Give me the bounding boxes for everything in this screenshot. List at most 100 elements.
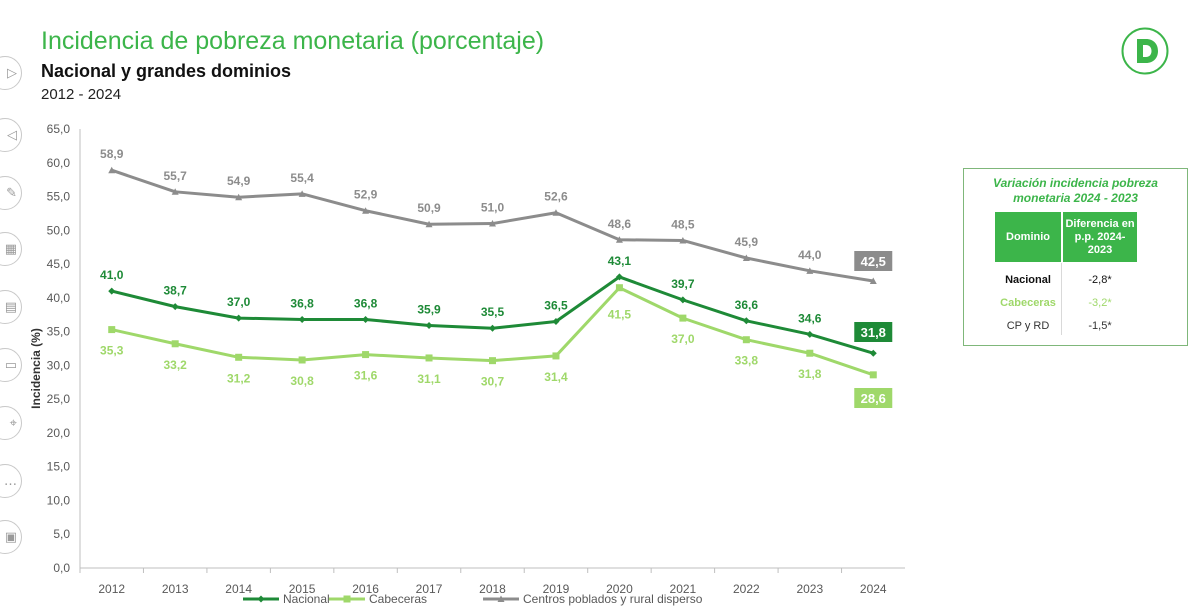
point-nacional (742, 317, 750, 325)
table-divider (1061, 263, 1062, 335)
data-label: 51,0 (481, 201, 505, 215)
data-label: 30,8 (290, 374, 314, 388)
data-label: 31,8 (798, 367, 822, 381)
data-label: 35,9 (417, 303, 441, 317)
legend-marker-centros (497, 595, 505, 602)
data-label: 38,7 (164, 284, 188, 298)
point-cabeceras (489, 357, 496, 365)
data-label: 34,6 (798, 311, 822, 325)
data-label: 42,5 (861, 254, 886, 269)
data-label: 45,9 (735, 235, 759, 249)
data-label: 31,4 (544, 370, 568, 384)
x-tick-label: 2014 (225, 582, 252, 596)
point-centros (425, 220, 433, 228)
y-tick-label: 15,0 (47, 460, 71, 474)
slides-grid-button[interactable]: ▦ (0, 232, 22, 266)
y-tick-label: 65,0 (47, 122, 71, 136)
point-nacional (108, 287, 116, 295)
point-cabeceras (806, 349, 814, 357)
point-nacional (298, 315, 306, 323)
row-nacional-diferencia: -2,8* (1088, 274, 1112, 286)
monitor-icon: ▣ (4, 529, 17, 545)
point-centros (489, 220, 496, 227)
header-dominio: Dominio (995, 212, 1061, 262)
last-value-box-cabeceras (854, 388, 893, 408)
presentation-toolbar: ▷ ◁ ✎ ▦ ▤ ▭ ⌖ … ▣ (0, 40, 26, 560)
point-cabeceras (298, 356, 306, 364)
point-centros (615, 236, 623, 243)
point-nacional (615, 273, 623, 281)
data-label: 37,0 (227, 295, 251, 309)
data-label: 52,9 (354, 188, 378, 202)
y-tick-label: 60,0 (47, 156, 71, 170)
last-value-box-centros (854, 251, 893, 271)
x-tick-label: 2012 (98, 582, 125, 596)
point-nacional (869, 349, 877, 357)
data-label: 31,1 (417, 372, 441, 386)
last-value-box-nacional (854, 322, 893, 342)
grid-icon: ▦ (4, 241, 17, 257)
screen-button[interactable]: ▣ (0, 520, 22, 554)
data-label: 50,9 (417, 201, 441, 215)
legend-label: Centros poblados y rural disperso (523, 592, 703, 606)
point-cabeceras (362, 351, 370, 359)
point-centros (235, 193, 243, 201)
y-tick-label: 45,0 (47, 257, 71, 271)
legend-marker-cabeceras (343, 595, 351, 603)
data-label: 31,6 (354, 369, 378, 383)
more-options-button[interactable]: … (0, 464, 22, 498)
x-tick-label: 2019 (543, 582, 570, 596)
year-range: 2012 - 2024 (41, 86, 122, 103)
point-centros (552, 209, 560, 216)
data-label: 36,8 (290, 296, 314, 310)
point-cabeceras (869, 371, 877, 379)
row-cpyrd-dominio: CP y RD (1006, 320, 1050, 332)
point-nacional (171, 303, 179, 311)
x-tick-label: 2013 (162, 582, 189, 596)
point-centros (108, 166, 116, 174)
subtitles-button[interactable]: ▤ (0, 290, 22, 324)
y-tick-label: 40,0 (47, 291, 71, 305)
row-cabeceras-dominio: Cabeceras (1000, 297, 1056, 309)
point-cabeceras (679, 314, 687, 322)
x-tick-label: 2017 (416, 582, 443, 596)
point-cabeceras (425, 354, 433, 362)
x-tick-label: 2020 (606, 582, 633, 596)
point-cabeceras (171, 340, 179, 348)
y-tick-label: 10,0 (47, 493, 71, 507)
point-cabeceras (108, 326, 116, 334)
variation-table-title: Variación incidencia pobreza monetaria 2… (993, 176, 1158, 205)
legend-marker-nacional (257, 595, 265, 603)
point-cabeceras (552, 352, 560, 360)
data-label: 41,5 (608, 308, 632, 322)
subtitles-icon: ▤ (4, 299, 17, 315)
data-label: 55,4 (290, 171, 314, 185)
ellipsis-icon: … (4, 473, 17, 489)
point-nacional (425, 322, 433, 330)
point-centros (869, 277, 877, 284)
point-centros (806, 267, 814, 274)
row-cpyrd-diferencia: -1,5* (1088, 320, 1112, 332)
y-tick-label: 30,0 (47, 358, 71, 372)
x-tick-label: 2022 (733, 582, 760, 596)
x-tick-label: 2018 (479, 582, 506, 596)
data-label: 58,9 (100, 147, 124, 161)
y-tick-label: 35,0 (47, 325, 71, 339)
data-label: 31,8 (861, 325, 886, 340)
data-label: 36,6 (735, 298, 759, 312)
pen-icon: ✎ (6, 185, 17, 201)
data-label: 39,7 (671, 277, 695, 291)
header-diferencia: Diferencia en p.p. 2024-2023 (1063, 212, 1137, 262)
x-tick-label: 2016 (352, 582, 379, 596)
back-triangle-icon: ◁ (7, 127, 17, 143)
data-label: 31,2 (227, 371, 251, 385)
y-axis-label: Incidencia (%) (29, 328, 43, 409)
data-label: 35,5 (481, 305, 505, 319)
point-nacional (362, 315, 370, 323)
row-cabeceras-diferencia: -3,2* (1088, 297, 1112, 309)
data-label: 43,1 (608, 254, 632, 268)
chart-title: Incidencia de pobreza monetaria (porcent… (41, 27, 545, 55)
point-centros (171, 188, 179, 195)
x-tick-label: 2015 (289, 582, 316, 596)
point-nacional (235, 314, 243, 322)
